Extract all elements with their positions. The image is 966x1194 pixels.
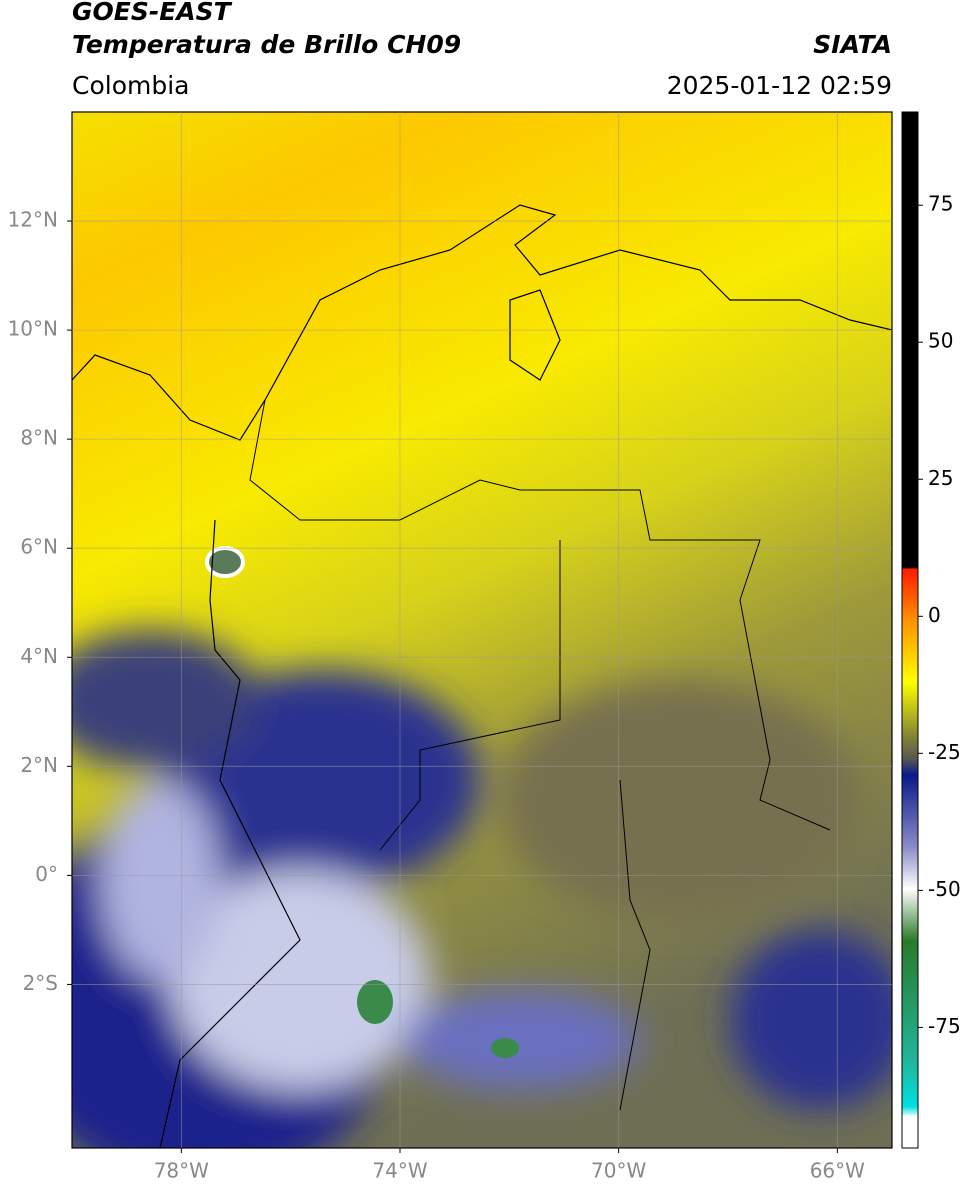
- satellite-image: [72, 112, 892, 1148]
- colorbar-tick-label: -25: [928, 740, 961, 764]
- colorbar: [901, 111, 919, 1149]
- lat-tick-label: 10°N: [8, 317, 58, 341]
- colorbar-tick-label: 75: [928, 192, 953, 216]
- lon-tick-label: 70°W: [591, 1159, 646, 1183]
- colorbar-tick-label: 25: [928, 466, 953, 490]
- lat-tick-label: 12°N: [8, 208, 58, 232]
- region: Colombia: [72, 71, 189, 100]
- lon-tick-label: 74°W: [372, 1159, 427, 1183]
- map-frame: [71, 111, 893, 1149]
- lat-tick-label: 8°N: [20, 426, 58, 450]
- lat-tick-label: 2°N: [20, 753, 58, 777]
- lon-tick-label: 78°W: [154, 1159, 209, 1183]
- datetime: 2025-01-12 02:59: [667, 71, 892, 100]
- colorbar-tick-label: -50: [928, 877, 961, 901]
- lat-tick-label: 4°N: [20, 644, 58, 668]
- colorbar-tick-label: 50: [928, 329, 953, 353]
- lon-tick-label: 66°W: [810, 1159, 865, 1183]
- title: GOES-EAST: [72, 0, 233, 26]
- subtitle: Temperatura de Brillo CH09: [72, 30, 461, 59]
- colorbar-tick-label: -75: [928, 1014, 961, 1038]
- source: SIATA: [813, 30, 892, 59]
- lat-tick-label: 2°S: [23, 971, 58, 995]
- colorbar-tick-label: 0: [928, 603, 941, 627]
- lat-tick-label: 0°: [35, 862, 58, 886]
- lat-tick-label: 6°N: [20, 535, 58, 559]
